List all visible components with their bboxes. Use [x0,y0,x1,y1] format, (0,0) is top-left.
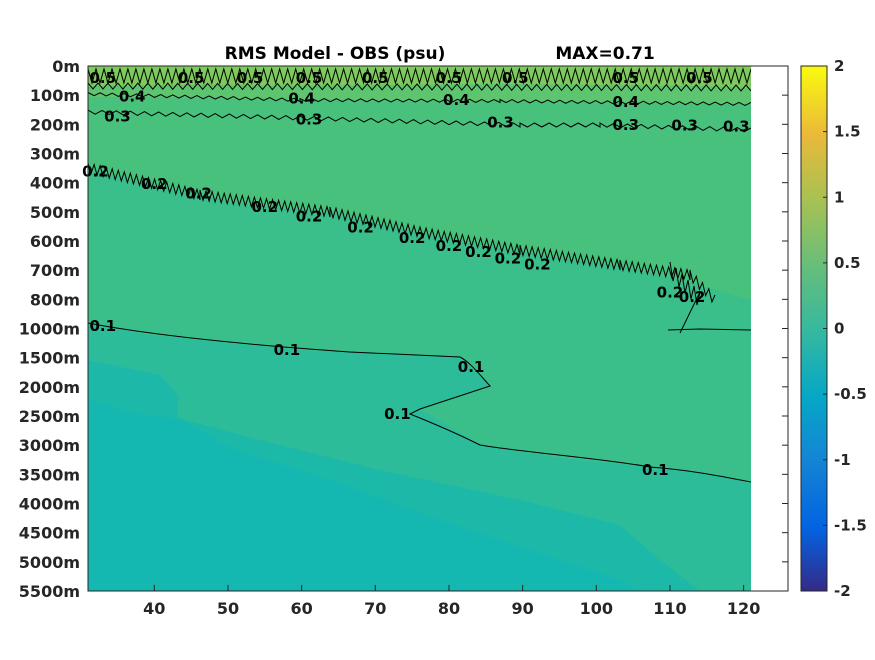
x-tick-label: 40 [143,599,165,618]
contour-label: 0.5 [237,69,264,87]
colorbar-tick-label: 2 [834,57,844,75]
field-region-05 [88,66,751,88]
contour-label: 0.4 [288,89,315,107]
y-tick-label: 300m [30,145,80,164]
contour-line-02 [88,162,716,334]
colorbar-tick-label: 1 [834,188,844,206]
contour-label: 0.2 [347,218,374,236]
contour-label: 0.5 [89,69,116,87]
contour-label: 0.3 [671,117,698,135]
x-tick-label: 70 [364,599,386,618]
x-tick-label: 100 [580,599,613,618]
contour-label: 0.5 [612,69,639,87]
contour-label: 0.1 [89,317,116,335]
contour-label: 0.2 [436,237,463,255]
contour-label: 0.4 [443,91,470,109]
colorbar-tick-label: -0.5 [834,385,867,403]
contour-label: 0.5 [178,69,205,87]
contour-label: 0.2 [141,175,168,193]
colorbar-axis: 2 1.5 1 0.5 0 -0.5 -1 -1.5 -2 [823,57,867,600]
y-tick-label: 100m [30,86,80,105]
colorbar-tick-label: 0.5 [834,254,861,272]
field-region-00 [88,400,640,591]
x-tick-label: 120 [727,599,760,618]
contour-label: 0.2 [465,243,492,261]
contour-label: 0.2 [495,249,522,267]
contour-label: 0.2 [82,163,109,181]
x-axis: 40 50 60 70 80 90 100 110 120 [143,585,760,618]
x-tick-label: 50 [217,599,239,618]
y-tick-label: 700m [30,261,80,280]
x-tick-label: 80 [438,599,460,618]
contour-label: 0.2 [679,288,706,306]
contour-labels: 0.5 0.5 0.5 0.5 0.5 0.5 0.5 0.5 0.50.4 0.4 0.4 0.40… [82,69,749,479]
y-tick-label: 5500m [19,582,80,601]
y-tick-label: 1000m [19,320,80,339]
contour-line-05 [88,67,751,92]
contour-label: 0.3 [723,118,750,136]
contour-label: 0.2 [524,256,551,274]
colorbar-tick-label: 1.5 [834,123,861,141]
contour-label: 0.5 [362,69,389,87]
contour-label: 0.1 [642,461,669,479]
contour-label: 0.2 [657,283,684,301]
y-tick-label: 3000m [19,436,80,455]
y-tick-label: 400m [30,174,80,193]
colorbar-tick-label: 0 [834,320,844,338]
contour-label: 0.2 [399,229,426,247]
contour-label: 0.1 [458,358,485,376]
y-tick-label: 4500m [19,524,80,543]
colorbar-tick-label: -2 [834,582,851,600]
colorbar-tick-label: -1.5 [834,516,867,534]
colorbar [800,65,828,592]
contour-label: 0.3 [612,116,639,134]
x-tick-label: 60 [291,599,313,618]
contour-line-01-upper [88,322,751,483]
field-layers [88,66,751,591]
y-tick-label: 200m [30,115,80,134]
contour-label: 0.3 [296,111,323,129]
contour-label: 0.1 [384,405,411,423]
contour-line-01-edge [667,328,751,331]
y-tick-label: 2500m [19,407,80,426]
contour-label: 0.5 [686,69,713,87]
contour-label: 0.2 [185,184,212,202]
y-tick-label: 800m [30,290,80,309]
y-tick-label: 0m [52,57,80,76]
contour-label: 0.3 [104,107,131,125]
x-tick-label: 110 [653,599,686,618]
contour-label: 0.5 [296,69,323,87]
colorbar-tick-label: -1 [834,451,851,469]
contour-line-04 [88,92,751,106]
chart-title: RMS Model - OBS (psu) [225,44,446,64]
contour-label: 0.3 [487,114,514,132]
contour-label: 0.4 [119,87,146,105]
contour-lines [88,67,751,483]
x-tick-label: 90 [512,599,534,618]
contour-label: 0.2 [296,208,323,226]
contour-label: 0.1 [274,341,301,359]
y-tick-label: 500m [30,203,80,222]
y-tick-label: 2000m [19,378,80,397]
y-axis: 0m 100m 200m 300m 400m 500m 600m 700m 800m 1000m 1… [19,57,788,601]
y-tick-label: 4000m [19,495,80,514]
y-tick-label: 600m [30,232,80,251]
y-tick-label: 1500m [19,349,80,368]
contour-label: 0.2 [252,198,279,216]
contour-label: 0.5 [436,69,463,87]
contour-label: 0.5 [502,69,529,87]
contour-label: 0.4 [612,93,639,111]
contour-line-03 [88,109,751,133]
max-label: MAX=0.71 [555,44,654,64]
y-tick-label: 5000m [19,553,80,572]
y-tick-label: 3500m [19,465,80,484]
